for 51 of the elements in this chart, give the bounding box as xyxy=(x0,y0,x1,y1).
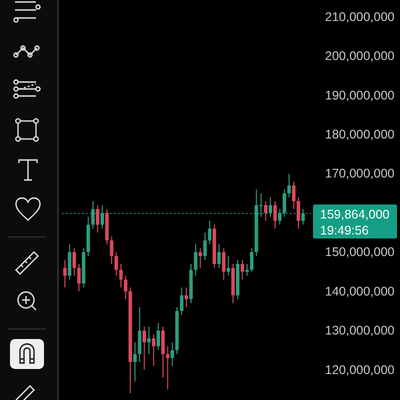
candlestick xyxy=(240,260,244,280)
candlestick xyxy=(68,244,72,280)
candlestick xyxy=(147,326,151,355)
candlestick xyxy=(170,342,174,366)
candlestick xyxy=(133,342,137,382)
candlestick xyxy=(226,256,230,276)
y-tick-label: 120,000,000 xyxy=(325,362,395,377)
candlestick xyxy=(96,204,100,234)
candlestick xyxy=(72,248,76,276)
candlestick xyxy=(194,244,198,276)
y-tick-label: 150,000,000 xyxy=(325,245,395,260)
candlestick xyxy=(114,252,118,276)
candlestick xyxy=(119,263,123,288)
candlestick xyxy=(110,236,114,264)
candlestick xyxy=(208,220,212,245)
y-tick-label: 130,000,000 xyxy=(325,324,395,338)
candlestick xyxy=(100,204,104,230)
candlestick xyxy=(264,200,268,222)
y-tick-label: 170,000,000 xyxy=(325,166,395,181)
candlestick xyxy=(287,173,291,198)
y-tick-label: 210,000,000 xyxy=(325,10,395,24)
candlestick xyxy=(138,306,142,362)
candlestick xyxy=(91,200,95,230)
candlestick xyxy=(217,244,221,268)
candlestick xyxy=(273,200,277,230)
y-tick-label: 180,000,000 xyxy=(325,128,395,142)
candlestick xyxy=(282,188,286,218)
candlestick xyxy=(245,263,249,276)
candlestick xyxy=(77,263,81,292)
y-tick-label: 190,000,000 xyxy=(325,88,395,102)
candlestick xyxy=(142,326,146,370)
candlestick xyxy=(156,322,160,351)
candlestick xyxy=(198,248,202,268)
candlestick xyxy=(292,181,296,210)
candlestick xyxy=(180,286,184,316)
y-tick-label: 140,000,000 xyxy=(325,284,395,298)
candlestick xyxy=(222,248,226,280)
ref-line-label: 159,864,000 xyxy=(320,207,390,222)
candlestick xyxy=(63,260,67,288)
candlestick xyxy=(161,326,165,378)
text: 19:49:56 xyxy=(320,223,369,238)
candlestick xyxy=(268,196,272,218)
candlestick xyxy=(278,208,282,226)
candlestick xyxy=(296,196,300,230)
candlestick xyxy=(250,248,254,272)
candlestick xyxy=(124,275,128,300)
y-tick-label: 200,000,000 xyxy=(325,49,395,64)
candlestick xyxy=(203,232,207,260)
candlestick xyxy=(301,208,305,226)
candlestick xyxy=(152,334,156,366)
candlestick xyxy=(166,346,170,390)
